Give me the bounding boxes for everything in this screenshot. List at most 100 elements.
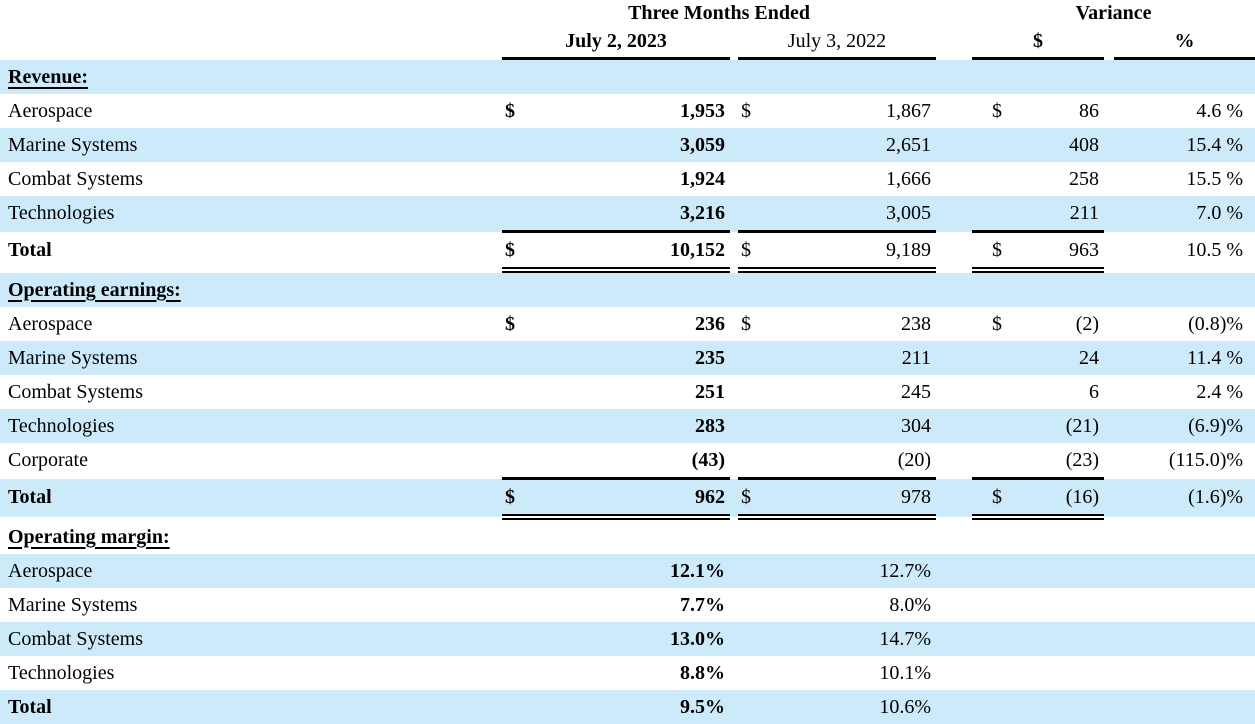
- value-2022: 2,651: [886, 133, 932, 156]
- value-variance: (2): [1075, 312, 1100, 335]
- spacer: [502, 588, 528, 622]
- table-row: Aerospace 12.1% 12.7%: [0, 554, 1255, 588]
- currency-2023: $: [502, 231, 528, 273]
- spacer: [1114, 622, 1255, 656]
- spacer: [1002, 656, 1104, 690]
- table-row: Technologies 8.8% 10.1%: [0, 656, 1255, 690]
- spacer: [1114, 554, 1255, 588]
- spacer: [1104, 622, 1114, 656]
- currency-2022: $: [738, 478, 766, 520]
- table-row: Combat Systems 251 245 6 2.4 %: [0, 375, 1255, 409]
- value-variance: (16): [1002, 478, 1105, 520]
- section-title-cell: Operating margin:: [0, 517, 1255, 554]
- spacer: [1114, 656, 1255, 690]
- value-variance: 86: [1079, 99, 1100, 122]
- col-header-july-2-2023: July 2, 2023: [502, 26, 730, 60]
- spacer: [730, 409, 738, 443]
- table-row: Technologies 283 304 (21) (6.9)%: [0, 409, 1255, 443]
- header-spacer: [0, 26, 502, 59]
- section-header-row: Operating margin:: [0, 517, 1255, 554]
- currency-2022: [738, 443, 766, 480]
- spacer: [1104, 554, 1114, 588]
- currency-2023: $: [502, 478, 528, 520]
- header-spacer: [936, 0, 972, 26]
- value-variance-pct: (115.0)%: [1168, 449, 1244, 472]
- row-label: Total: [8, 695, 52, 718]
- spacer: [936, 554, 972, 588]
- spacer: [738, 622, 766, 656]
- table-row: Marine Systems 7.7% 8.0%: [0, 588, 1255, 622]
- value-2022: 238: [901, 312, 932, 335]
- col-group-variance: Variance: [1075, 1, 1152, 24]
- value-2023: 8.8%: [680, 661, 725, 684]
- currency-2022: [738, 162, 766, 196]
- currency-variance: $: [992, 99, 1003, 122]
- value-variance: 258: [1069, 167, 1100, 190]
- currency-2023: $: [505, 312, 515, 335]
- spacer: [730, 656, 738, 690]
- total-row: Total 9.5% 10.6%: [0, 690, 1255, 724]
- value-2023: 1,924: [680, 167, 725, 190]
- value-variance: 6: [1089, 380, 1100, 403]
- spacer: [730, 479, 738, 518]
- value-2022: 12.7%: [879, 559, 932, 582]
- value-2022: 9,189: [766, 231, 937, 273]
- currency-variance: $: [972, 478, 1003, 520]
- spacer: [730, 128, 738, 162]
- spacer: [936, 341, 972, 375]
- value-variance-pct: 4.6 %: [1196, 99, 1244, 122]
- value-variance: (23): [1002, 443, 1105, 480]
- col-header-variance-percent: %: [1114, 26, 1255, 60]
- row-label: Marine Systems: [8, 346, 138, 369]
- spacer: [730, 690, 738, 724]
- spacer: [730, 375, 738, 409]
- value-2022: 3,005: [766, 196, 937, 233]
- value-variance: 24: [1079, 346, 1100, 369]
- spacer: [1114, 588, 1255, 622]
- spacer: [1104, 375, 1114, 409]
- value-2023: 7.7%: [680, 593, 725, 616]
- spacer: [936, 479, 972, 518]
- row-label: Marine Systems: [8, 133, 138, 156]
- value-2022: 1,867: [886, 99, 932, 122]
- value-2023: 3,216: [528, 196, 730, 233]
- header-column-row: July 2, 2023 July 3, 2022 $ %: [0, 26, 1255, 60]
- spacer: [1002, 554, 1104, 588]
- value-variance-pct: 15.5 %: [1186, 167, 1244, 190]
- table-row: Corporate (43) (20) (23) (115.0)%: [0, 443, 1255, 480]
- currency-2023: [502, 128, 528, 162]
- value-variance: (21): [1065, 414, 1100, 437]
- spacer: [1104, 196, 1114, 232]
- currency-2022: $: [738, 231, 766, 273]
- row-label: Combat Systems: [8, 380, 144, 403]
- table-row: Combat Systems 1,924 1,666 258 15.5 %: [0, 162, 1255, 196]
- table-row: Combat Systems 13.0% 14.7%: [0, 622, 1255, 656]
- currency-2023: [502, 443, 528, 480]
- spacer: [936, 307, 972, 341]
- row-label: Technologies: [8, 202, 115, 225]
- spacer: [972, 554, 1002, 588]
- value-2022: 8.0%: [889, 593, 932, 616]
- spacer: [936, 162, 972, 196]
- value-2022: 10.1%: [879, 661, 932, 684]
- col-header-variance-dollar: $: [972, 26, 1105, 60]
- spacer: [972, 588, 1002, 622]
- spacer: [936, 690, 972, 724]
- header-group-row: Three Months Ended Variance: [0, 0, 1255, 26]
- value-2022: 1,666: [886, 167, 932, 190]
- total-row: Total $ 10,152 $ 9,189 $ 963 10.5 %: [0, 231, 1255, 273]
- spacer: [1104, 690, 1114, 724]
- col-group-three-months-ended: Three Months Ended: [628, 1, 810, 24]
- value-variance-pct: (0.8)%: [1188, 312, 1244, 335]
- currency-variance: [972, 128, 1002, 162]
- spacer: [1104, 232, 1114, 271]
- spacer: [1002, 690, 1104, 724]
- row-label: Combat Systems: [8, 627, 144, 650]
- currency-variance: [972, 341, 1002, 375]
- currency-2022: [738, 196, 766, 233]
- spacer: [730, 588, 738, 622]
- value-variance-pct: 11.4 %: [1187, 346, 1244, 369]
- section-title-operating-earnings: Operating earnings:: [8, 278, 181, 301]
- value-2022: 211: [901, 346, 932, 369]
